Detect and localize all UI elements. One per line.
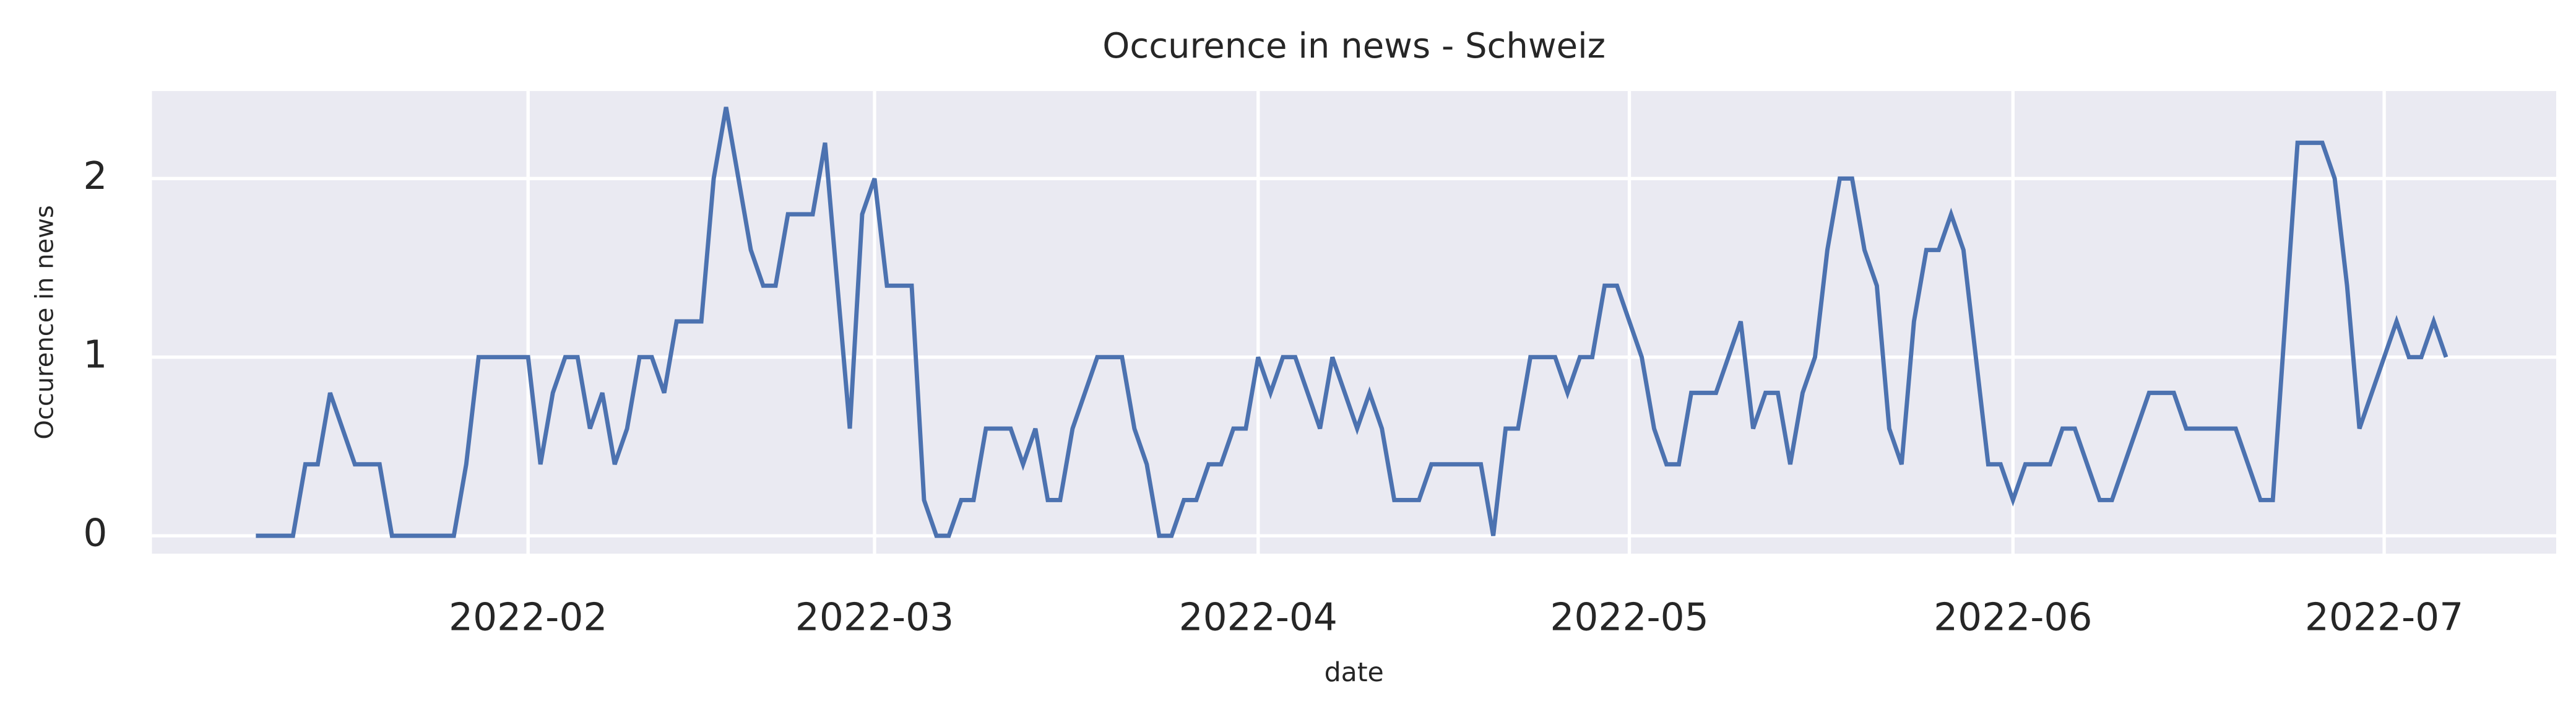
chart-title: Occurence in news - Schweiz <box>1102 26 1606 66</box>
x-tick-label: 2022-06 <box>1934 595 2092 639</box>
x-tick-label: 2022-07 <box>2305 595 2463 639</box>
x-tick-label: 2022-05 <box>1550 595 1708 639</box>
x-tick-label: 2022-04 <box>1179 595 1338 639</box>
x-tick-label: 2022-02 <box>449 595 607 639</box>
x-axis-label: date <box>1325 657 1384 688</box>
data-line <box>256 107 2448 538</box>
y-tick-label: 0 <box>83 512 107 556</box>
y-tick-label: 1 <box>83 333 107 377</box>
y-axis-label: Occurence in news <box>31 205 59 439</box>
y-tick-label: 2 <box>83 154 107 198</box>
plot-area <box>152 90 2556 554</box>
x-tick-label: 2022-03 <box>795 595 954 639</box>
